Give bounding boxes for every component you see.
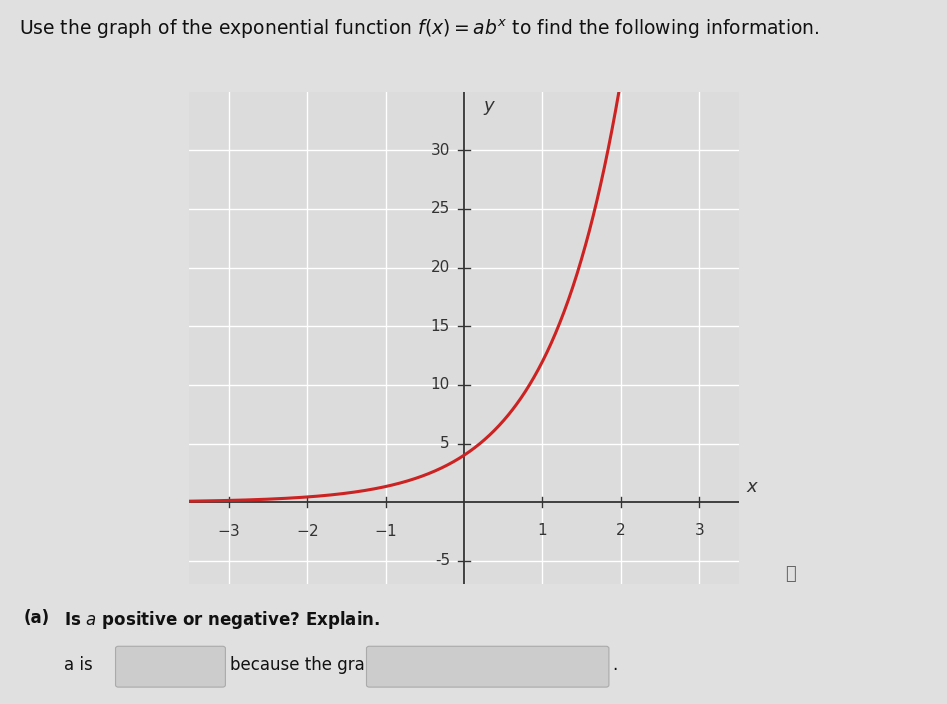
Text: Use the graph of the exponential function $f(x) = ab^x$ to find the following in: Use the graph of the exponential functio… bbox=[19, 18, 819, 41]
Text: ◆: ◆ bbox=[212, 661, 218, 670]
Text: ⓘ: ⓘ bbox=[785, 565, 796, 583]
Text: 2: 2 bbox=[616, 523, 626, 539]
Text: -5: -5 bbox=[435, 553, 450, 568]
Text: 15: 15 bbox=[431, 319, 450, 334]
Text: —Select—: —Select— bbox=[438, 659, 505, 672]
Text: y: y bbox=[484, 97, 494, 115]
Text: $-3$: $-3$ bbox=[217, 523, 241, 539]
Text: 30: 30 bbox=[431, 143, 450, 158]
Text: $-2$: $-2$ bbox=[295, 523, 318, 539]
Text: because the graph is: because the graph is bbox=[230, 656, 404, 674]
Text: x: x bbox=[746, 478, 758, 496]
Text: ◆: ◆ bbox=[596, 661, 601, 670]
Text: 3: 3 bbox=[694, 523, 705, 539]
Text: 20: 20 bbox=[431, 260, 450, 275]
Text: 10: 10 bbox=[431, 377, 450, 392]
Text: (a): (a) bbox=[24, 609, 50, 627]
Text: 1: 1 bbox=[538, 523, 547, 539]
Text: $-1$: $-1$ bbox=[374, 523, 397, 539]
Text: 5: 5 bbox=[440, 436, 450, 451]
Text: Is $a$ positive or negative? Explain.: Is $a$ positive or negative? Explain. bbox=[64, 609, 381, 631]
Text: —Select—: —Select— bbox=[128, 659, 196, 672]
Text: a is: a is bbox=[64, 656, 93, 674]
Text: .: . bbox=[612, 656, 617, 674]
Text: 25: 25 bbox=[431, 201, 450, 216]
